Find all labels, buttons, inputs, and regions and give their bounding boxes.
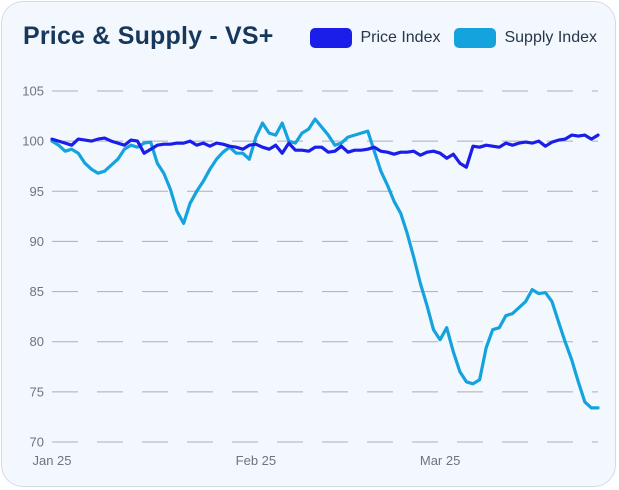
- x-tick-label: Mar 25: [420, 453, 460, 468]
- legend: Price Index Supply Index: [296, 28, 597, 48]
- legend-label-price: Price Index: [360, 29, 441, 46]
- y-tick-label: 95: [30, 184, 44, 199]
- x-tick-label: Jan 25: [32, 453, 71, 468]
- y-tick-label: 100: [22, 134, 44, 149]
- legend-swatch-supply: [454, 28, 497, 48]
- x-tick-label: Feb 25: [236, 453, 276, 468]
- legend-label-supply: Supply Index: [504, 29, 597, 46]
- legend-swatch-price: [310, 28, 353, 48]
- legend-item-supply[interactable]: Supply Index: [454, 28, 597, 48]
- chart-title: Price & Supply - VS+: [23, 22, 274, 50]
- price-index-line: [50, 133, 600, 169]
- y-tick-label: 90: [30, 234, 44, 249]
- y-tick-label: 75: [30, 384, 44, 399]
- y-tick-label: 85: [30, 284, 44, 299]
- supply-index-line: [50, 117, 600, 410]
- y-tick-label: 70: [30, 435, 44, 450]
- y-tick-label: 80: [30, 334, 44, 349]
- legend-item-price[interactable]: Price Index: [310, 28, 440, 48]
- y-tick-label: 105: [22, 84, 44, 99]
